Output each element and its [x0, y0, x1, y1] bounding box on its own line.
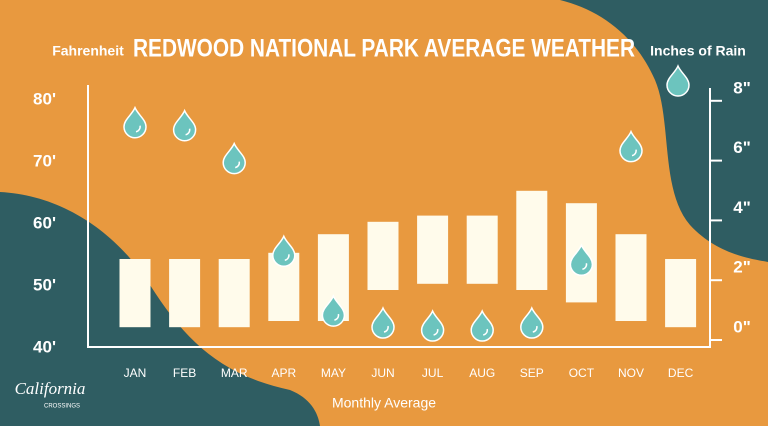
y-axis-label: Fahrenheit [52, 43, 124, 59]
y2-tick-label: 8" [733, 78, 751, 97]
drop-shape [371, 306, 395, 339]
x-axis-label: Monthly Average [332, 395, 436, 411]
temperature-bar [665, 259, 697, 328]
drop-shine [383, 325, 389, 333]
drop-shape [172, 108, 197, 142]
x-tick-label: APR [271, 366, 296, 380]
rain-drop [470, 309, 494, 342]
drop-shine [631, 149, 637, 157]
y2-tick-label: 0" [733, 317, 751, 336]
temperature-bar [119, 259, 151, 328]
rain-drop [619, 129, 643, 163]
temperature-bar [367, 221, 399, 290]
drop-shape [272, 234, 296, 267]
drop-shape [222, 141, 246, 175]
drop-shape [470, 309, 494, 342]
rain-drop [371, 306, 395, 339]
drop-shape [520, 306, 544, 339]
rain-drop [172, 108, 197, 142]
x-tick-label: OCT [569, 366, 595, 380]
rain-drop [420, 309, 445, 342]
drop-shape [619, 129, 643, 163]
drop-shine [185, 128, 191, 136]
logo-name: California [15, 379, 86, 398]
drop-shine [284, 254, 290, 262]
x-tick-label: MAR [221, 366, 248, 380]
x-tick-label: JAN [124, 366, 147, 380]
decor-blob [560, 0, 768, 262]
rain-drop [222, 141, 246, 175]
temperature-bar [417, 215, 449, 284]
drop-shape [123, 105, 147, 139]
rain-drop [123, 105, 147, 139]
x-tick-label: FEB [173, 366, 196, 380]
rain-drop [569, 243, 594, 276]
rain-drop [520, 306, 544, 339]
drop-shine [334, 313, 340, 321]
x-tick-label: MAY [321, 366, 346, 380]
temperature-bar [169, 259, 201, 328]
drop-shine [532, 325, 538, 333]
rain-drop [321, 294, 346, 327]
drop-shine [433, 328, 439, 336]
y2-axis-label: Inches of Rain [650, 43, 746, 59]
axis-frame [87, 85, 711, 348]
y-tick-label: 70' [33, 151, 56, 170]
logo-tagline: CROSSINGS [44, 404, 80, 410]
drop-shape [569, 243, 594, 276]
y2-tick-label: 6" [733, 138, 751, 157]
drop-shine [582, 263, 588, 270]
x-tick-label: JUN [371, 366, 394, 380]
x-tick-label: NOV [618, 366, 644, 380]
decor-blob [0, 192, 320, 426]
temperature-bar [516, 190, 548, 290]
x-tick-label: JUL [422, 366, 444, 380]
y-tick-label: 50' [33, 275, 56, 294]
drop-shape [420, 309, 445, 342]
drop-shine [234, 161, 241, 169]
temperature-bar [615, 234, 647, 321]
drop-shine [135, 125, 141, 133]
y2-tick-label: 2" [733, 258, 751, 277]
drop-shape [321, 294, 346, 327]
x-tick-label: AUG [469, 366, 495, 380]
y-tick-label: 80' [33, 89, 56, 108]
chart-title: REDWOOD NATIONAL PARK AVERAGE WEATHER [133, 35, 635, 63]
y-tick-label: 40' [33, 337, 56, 356]
drop-shine [482, 328, 489, 336]
y-tick-label: 60' [33, 213, 56, 232]
x-tick-label: DEC [668, 366, 694, 380]
decor-drop [666, 64, 690, 97]
temperature-bar [218, 259, 250, 328]
x-tick-label: SEP [520, 366, 544, 380]
temperature-bar [466, 215, 498, 284]
y2-tick-label: 4" [733, 198, 751, 217]
rain-drop [272, 234, 296, 267]
